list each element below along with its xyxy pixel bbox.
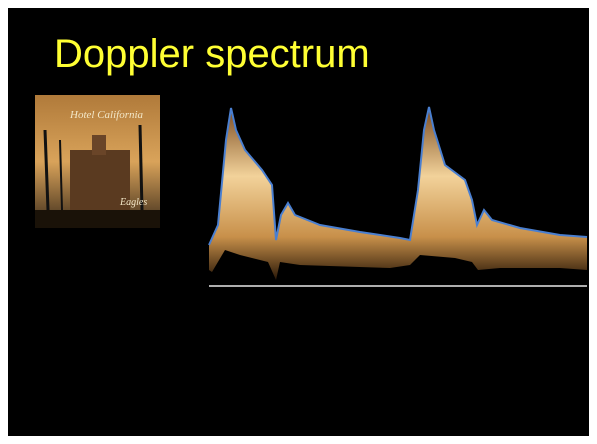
slide-title: Doppler spectrum [54,32,370,76]
album-title: Hotel California [69,109,144,121]
album-artist: Eagles [119,197,147,208]
doppler-waveform [208,106,588,287]
album-cover: Hotel California Eagles [35,95,160,228]
